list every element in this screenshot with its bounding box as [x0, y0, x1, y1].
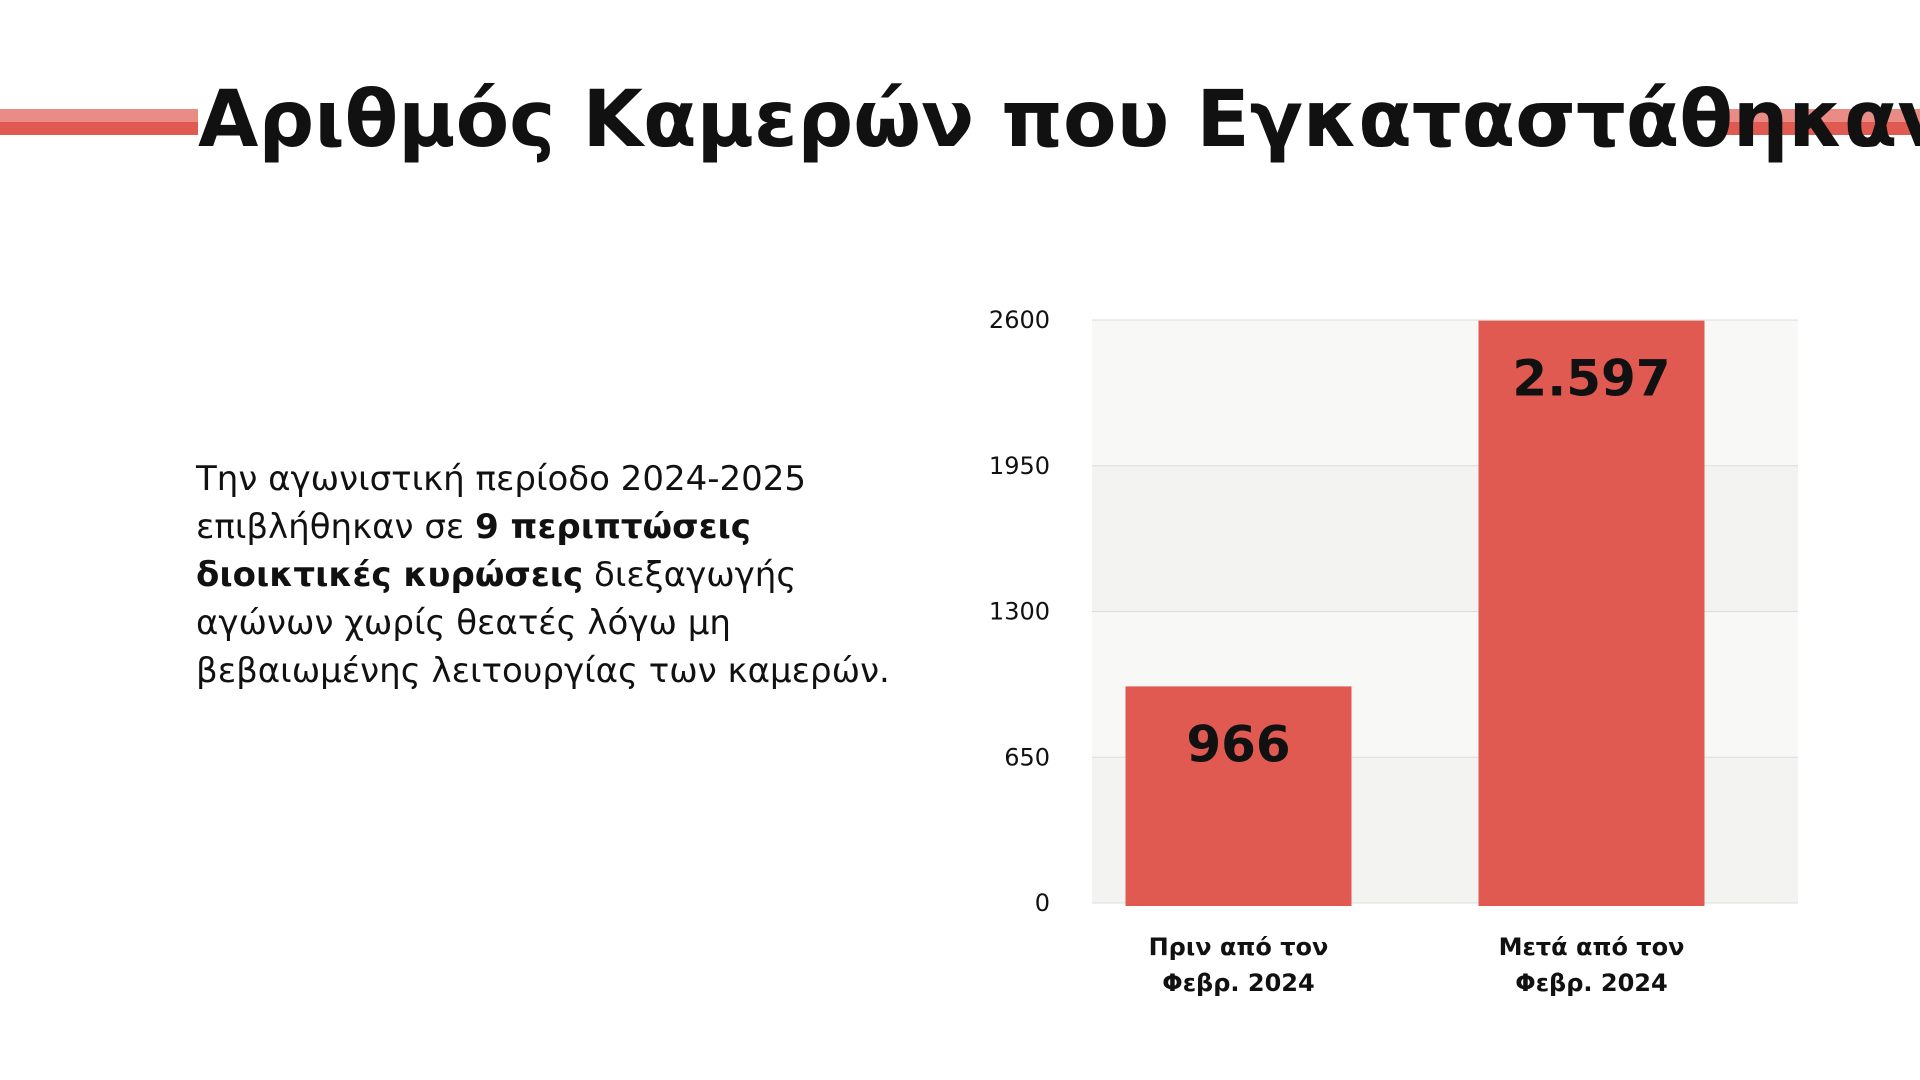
title-decoration-right [1722, 109, 1920, 135]
y-tick-label: 1950 [989, 452, 1050, 480]
y-tick-label: 0 [1035, 889, 1050, 917]
description-part-1: Την αγωνιστική περίοδο 2024-2025 επιβλήθ… [196, 459, 807, 547]
y-tick-label: 2600 [989, 306, 1050, 334]
bar-chart: 0 650 1300 1950 2600 966 Πριν από τον Φεβρ. 202… [960, 290, 1820, 1010]
data-label: 966 [1186, 715, 1290, 773]
data-label: 2.597 [1512, 350, 1670, 408]
bar [1478, 320, 1705, 906]
description-text: Την αγωνιστική περίοδο 2024-2025 επιβλήθ… [196, 455, 896, 695]
y-tick-label: 1300 [989, 598, 1050, 626]
bar [1125, 686, 1352, 906]
y-tick-label: 650 [1004, 743, 1050, 771]
x-tick-label: Πριν από τον [1149, 933, 1329, 961]
x-tick-label: Φεβρ. 2024 [1162, 969, 1314, 997]
x-tick-label: Μετά από τον [1499, 933, 1685, 961]
description-part-2: διεξαγωγής αγώνων χωρίς θεατές λόγω μη β… [196, 555, 890, 691]
description-bold: 9 περιπτώσεις διοικτικές κυρώσεις [196, 507, 751, 595]
x-tick-label: Φεβρ. 2024 [1515, 969, 1667, 997]
title-decoration-left [0, 109, 198, 135]
bar-chart-svg: 0 650 1300 1950 2600 966 Πριν από τον Φεβρ. 202… [989, 306, 1798, 997]
page-title: Αριθμός Καμερών που Εγκαταστάθηκαν [198, 75, 1920, 165]
